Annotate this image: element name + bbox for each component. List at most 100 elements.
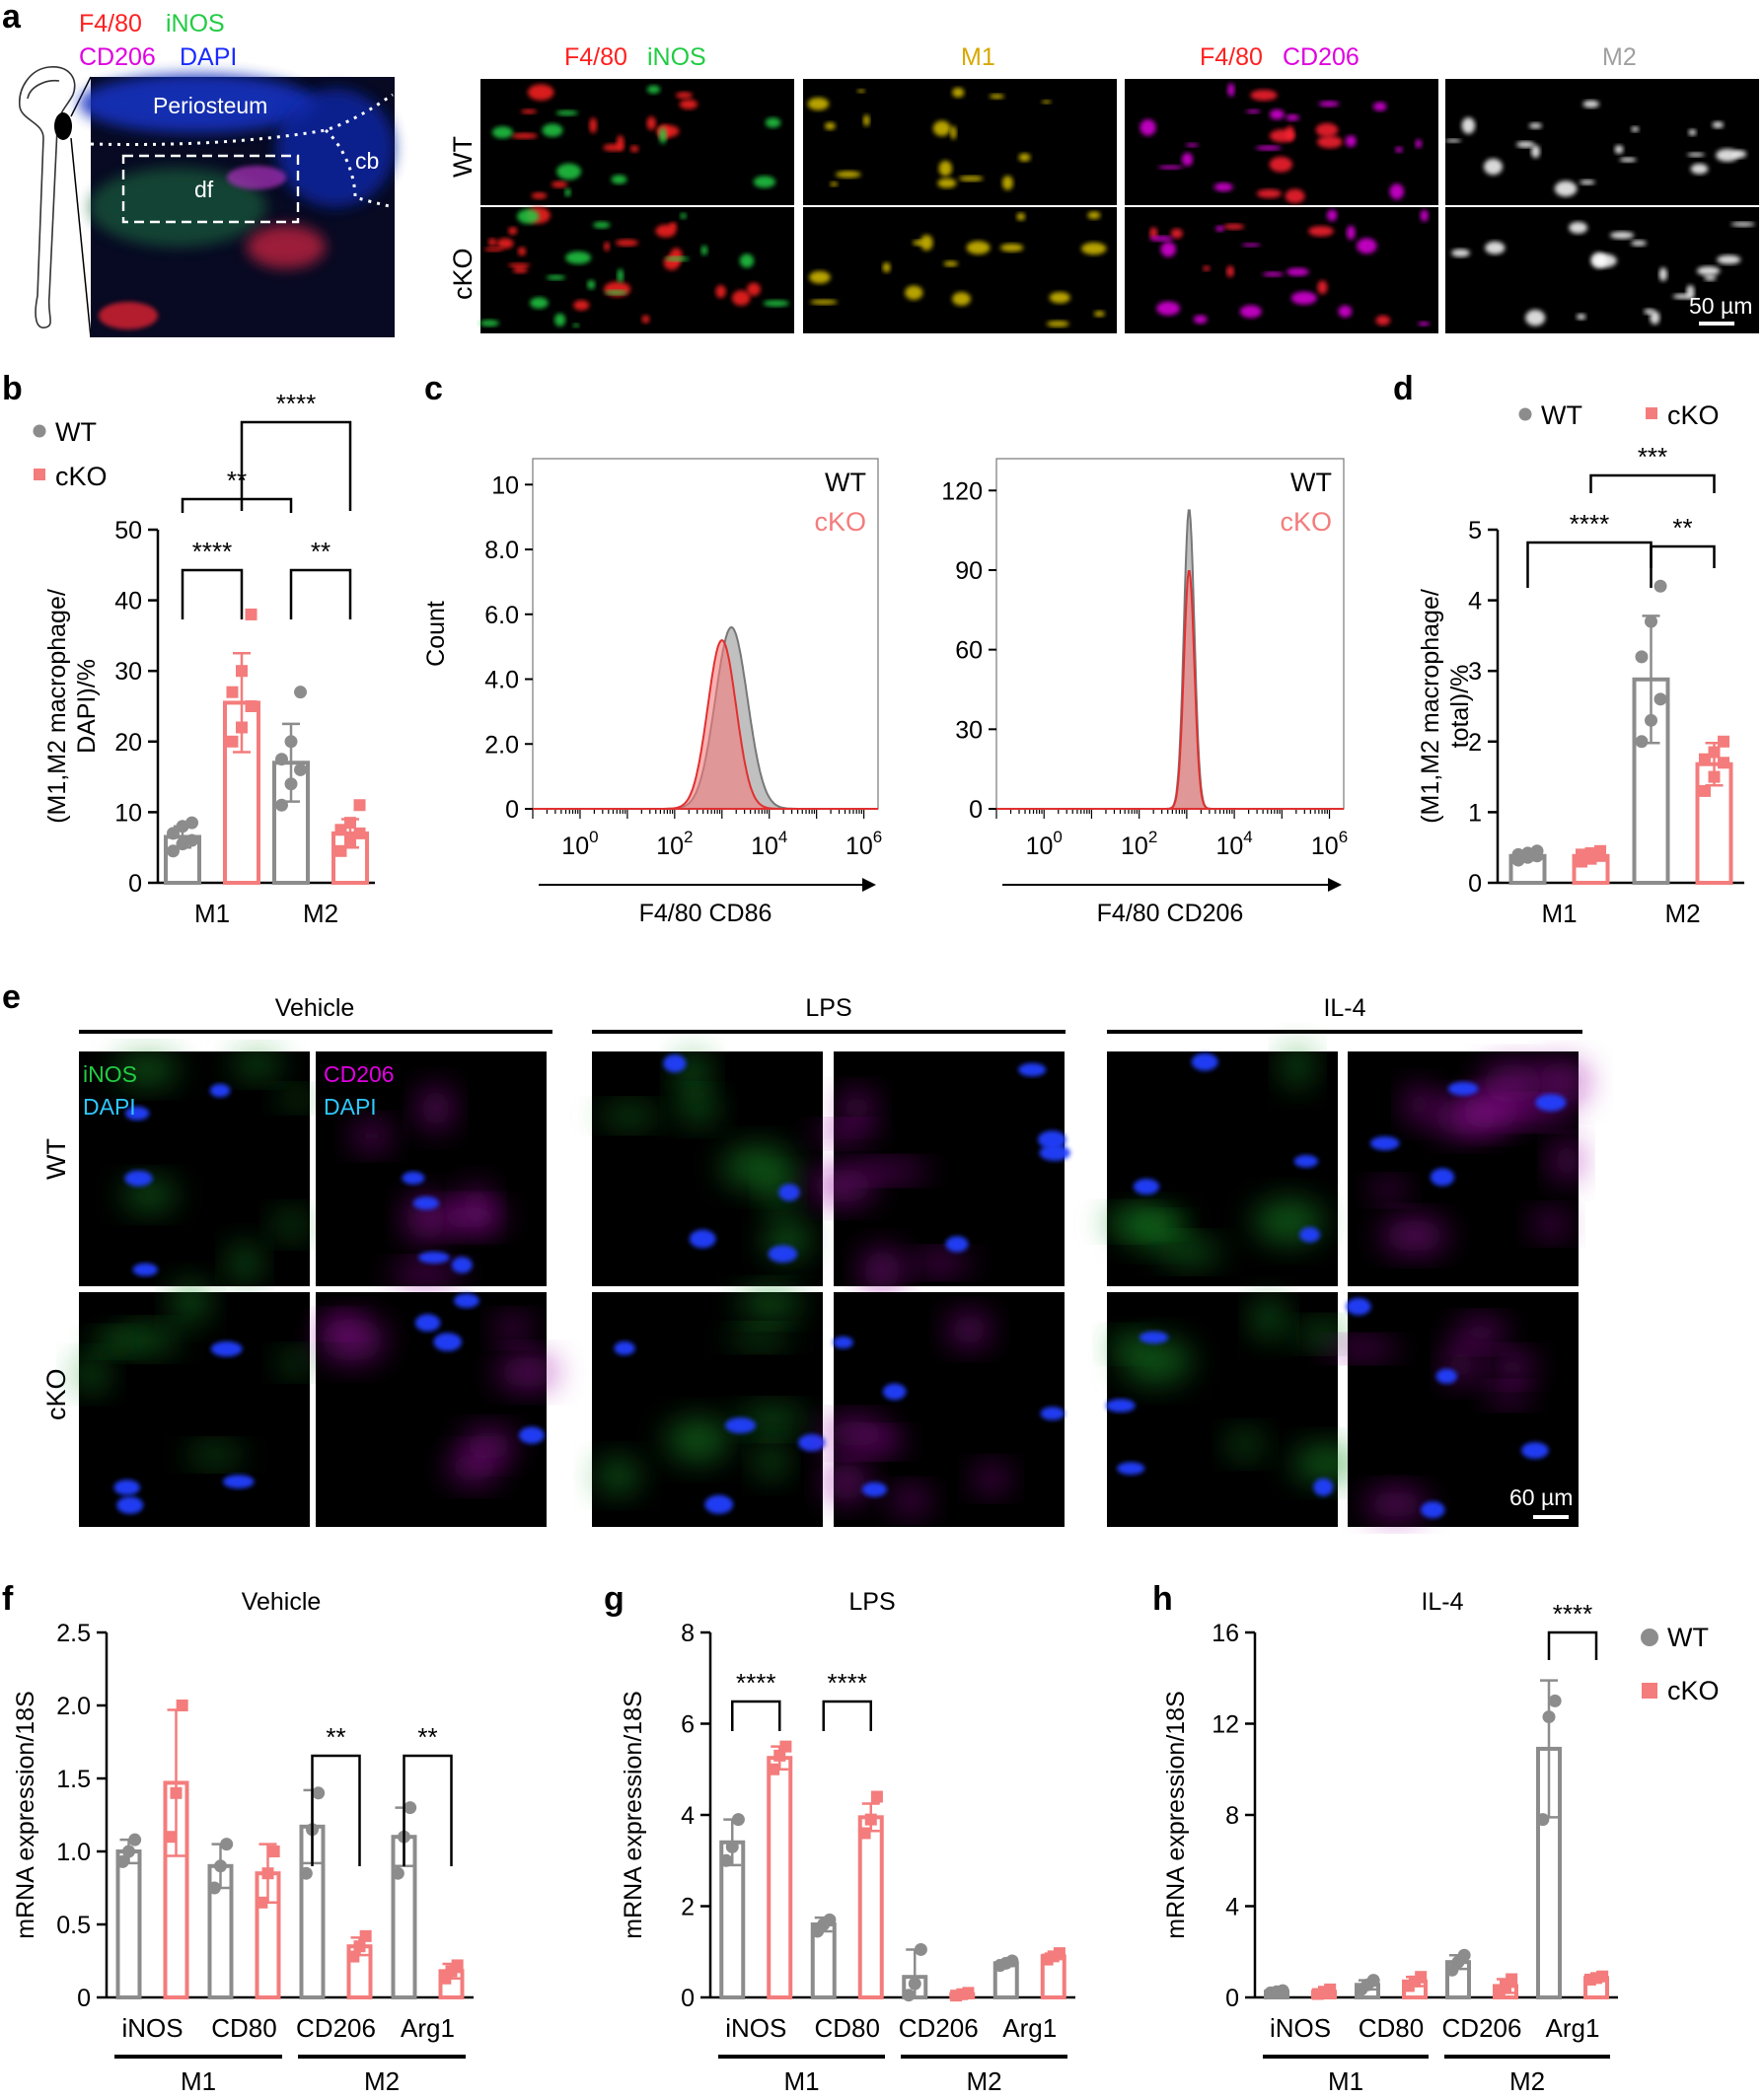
fluorescence-blob: [593, 221, 611, 229]
fluorescence-blob: [938, 160, 952, 177]
fluorescence-blob: [1016, 212, 1026, 221]
fluorescence-blob: [589, 117, 598, 134]
data-point: [1548, 1694, 1562, 1707]
fluorescence-blob: [1215, 225, 1224, 232]
significance-bracket: [181, 497, 293, 513]
stain-legend-cd206: CD206: [79, 43, 156, 71]
data-point: [1457, 1948, 1471, 1962]
significance-label: ****: [276, 389, 316, 418]
data-point: [731, 1813, 745, 1827]
fluorescence-blob: [810, 1168, 875, 1203]
y-tick-label: 4: [1225, 1894, 1239, 1921]
fluorescence-blob: [1619, 157, 1637, 163]
fluorescence-blob: [1690, 163, 1709, 175]
data-point: [115, 1854, 129, 1868]
fluorescence-blob: [1528, 122, 1542, 129]
x-tick-label: 104: [751, 828, 787, 860]
fluorescence-blob: [721, 1146, 795, 1189]
y-tick-label: 0: [77, 1985, 91, 2012]
fluorescence-blob: [1185, 143, 1199, 148]
y-tick-label: 2.0: [484, 731, 519, 759]
fluorescence-blob: [1650, 311, 1660, 325]
data-point: [334, 844, 347, 857]
fluorescence-blob: [1338, 305, 1353, 318]
fluorescence-blob: [1120, 1339, 1193, 1383]
legend-label-cko: cKO: [55, 462, 108, 491]
legend-label-cko: cKO: [1667, 400, 1720, 430]
data-point: [858, 1827, 871, 1840]
fluorescence-blob: [937, 178, 957, 188]
fluorescence-blob: [519, 1426, 545, 1444]
category-label: Arg1: [1002, 2013, 1057, 2043]
fluorescence-blob: [676, 92, 693, 99]
x-tick-label: 106: [845, 828, 882, 860]
fluorescence-blob: [680, 212, 687, 219]
fluorescence-blob: [1001, 176, 1013, 190]
chart-b: 0 10 20 30 40 50 (M1,M2 macrophage/DAPI)/% M1 M2…: [33, 389, 375, 928]
fluorescence-blob: [1290, 291, 1317, 305]
fluorescence-blob: [1018, 1062, 1047, 1077]
data-point: [870, 1790, 883, 1803]
y-tick-label: 0: [681, 1985, 695, 2012]
fluorescence-blob: [1569, 221, 1587, 234]
fluorescence-blob: [958, 176, 984, 181]
category-label: M2: [303, 899, 338, 928]
y-tick-label: 4: [1468, 588, 1482, 616]
fluorescence-blob: [1039, 1144, 1070, 1161]
significance-label: **: [326, 1722, 345, 1752]
data-point: [1594, 844, 1607, 857]
data-point: [1718, 757, 1730, 769]
fluorescence-blob: [517, 208, 540, 224]
legend-label-wt: WT: [1290, 468, 1332, 497]
y-tick-label: 30: [114, 658, 142, 686]
fluorescence-blob: [1535, 1094, 1567, 1112]
fluorescence-blob: [531, 192, 548, 199]
data-point: [166, 827, 180, 840]
group-label: M2: [1509, 2066, 1545, 2096]
fluorescence-blob: [725, 1417, 757, 1434]
data-point: [166, 844, 180, 858]
fluorescence-blob: [1283, 1045, 1312, 1088]
fluorescence-blob: [646, 85, 661, 94]
fluorescence-blob: [1038, 1130, 1066, 1149]
fluorescence-blob: [1372, 1181, 1406, 1200]
fluorescence-blob: [1415, 139, 1423, 149]
group-label: M2: [966, 2066, 1001, 2096]
fluorescence-blob: [603, 143, 624, 152]
significance-bracket: [181, 568, 244, 619]
label-periosteum: Periosteum: [153, 93, 267, 118]
fluorescence-blob: [1365, 1489, 1427, 1519]
y-tick-label: 4: [681, 1802, 695, 1830]
label-df: df: [194, 177, 214, 202]
y-tick-label: 90: [955, 557, 983, 585]
legend-label-wt: WT: [1541, 400, 1582, 430]
category-label: M1: [1541, 899, 1577, 928]
fluorescence-blob: [952, 87, 965, 98]
data-point: [1635, 650, 1649, 664]
chart-title: LPS: [848, 1588, 895, 1616]
fluorescence-blob: [905, 285, 923, 300]
category-label: CD80: [815, 2013, 880, 2043]
significance-label: ****: [192, 537, 232, 566]
column-header-m1: M1: [961, 43, 995, 71]
fluorescence-blob: [124, 1170, 153, 1187]
y-tick-label: 2.5: [56, 1620, 91, 1647]
bone-diagram: [19, 66, 92, 338]
significance-bracket: [1589, 473, 1716, 493]
fluorescence-blob: [210, 1340, 243, 1357]
data-point: [1698, 784, 1711, 797]
fluorescence-blob: [512, 266, 528, 273]
category-label: M2: [1664, 899, 1700, 928]
micrograph-e-0-4: [1107, 1051, 1338, 1286]
data-point: [1511, 847, 1525, 861]
legend-label-cko: cKO: [814, 507, 866, 537]
fluorescence-blob: [1316, 135, 1343, 149]
fluorescence-blob: [882, 262, 891, 273]
fluorescence-blob: [1139, 119, 1156, 136]
fluorescence-blob: [813, 1124, 875, 1143]
data-point: [1276, 1984, 1289, 1997]
fluorescence-blob: [1489, 1387, 1529, 1405]
fluorescence-blob: [1490, 1354, 1535, 1380]
fluorescence-blob: [952, 292, 971, 306]
